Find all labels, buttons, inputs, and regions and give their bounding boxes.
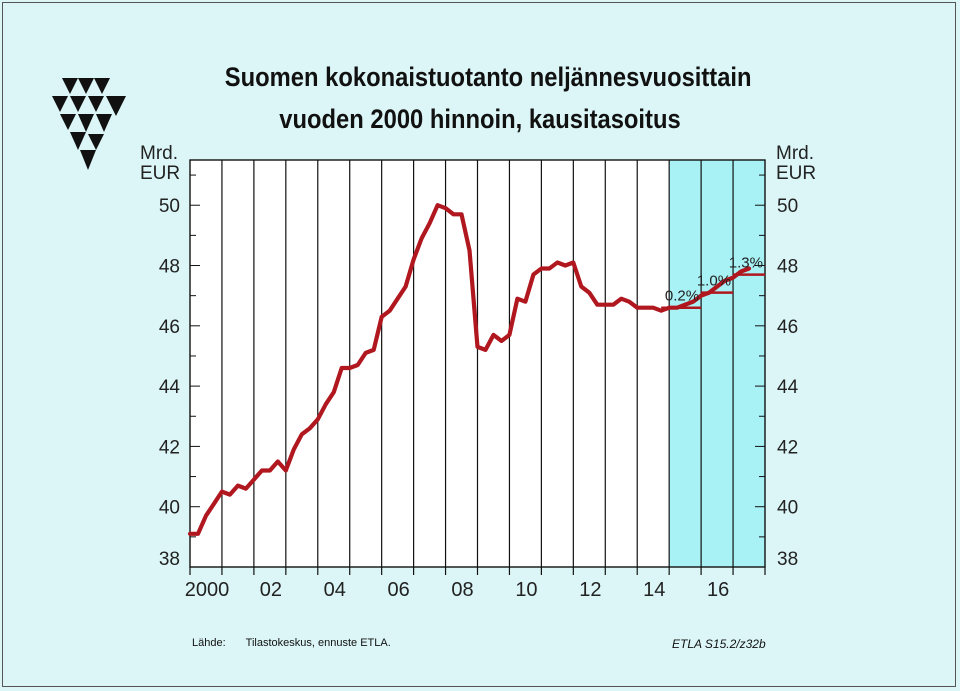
- right-y-tick-label: 40: [777, 498, 798, 519]
- right-y-tick-label: 44: [777, 377, 799, 398]
- left-y-tick-label: 50: [159, 196, 180, 217]
- forecast-region: [669, 160, 765, 567]
- annual-growth-label: 1.3%: [729, 255, 763, 272]
- left-unit-line2: EUR: [140, 163, 181, 184]
- x-tick-label: 14: [643, 579, 665, 601]
- x-tick-label: 04: [324, 579, 346, 601]
- chart-title-line1: Suomen kokonaistuotanto neljännesvuositt…: [224, 62, 752, 92]
- right-unit-line1: Mrd.: [776, 143, 814, 164]
- left-y-tick-label: 44: [159, 377, 181, 398]
- x-tick-label: 12: [579, 579, 601, 601]
- x-tick-label: 02: [260, 579, 282, 601]
- left-unit-label: Mrd. EUR: [140, 144, 180, 184]
- chart-title-line2: vuoden 2000 hinnoin, kausitasoitus: [279, 104, 681, 134]
- left-y-tick-label: 42: [159, 437, 180, 458]
- figure-code: ETLA S15.2/z32b: [672, 637, 766, 651]
- right-y-tick-label: 46: [777, 317, 798, 338]
- right-unit-line2: EUR: [776, 163, 817, 184]
- source-text: Tilastokeskus, ennuste ETLA.: [245, 637, 391, 649]
- right-unit-label: Mrd. EUR: [776, 144, 816, 184]
- left-y-tick-label: 40: [159, 498, 180, 519]
- plot-border: [189, 159, 766, 568]
- gdp-series-line: [187, 203, 752, 536]
- left-y-tick-label: 48: [159, 257, 180, 278]
- x-tick-label: 08: [451, 579, 473, 601]
- etla-logo-icon: [52, 78, 126, 170]
- x-tick-label: 2000: [185, 579, 230, 601]
- source-label: Lähde:: [192, 637, 226, 649]
- source-note: Lähde: Tilastokeskus, ennuste ETLA.: [192, 637, 391, 649]
- x-tick-label: 16: [707, 579, 729, 601]
- annual-growth-label: 0.2%: [665, 288, 699, 305]
- right-y-tick-label: 38: [777, 549, 798, 570]
- x-tick-label: 06: [388, 579, 410, 601]
- right-y-tick-label: 42: [777, 437, 798, 458]
- x-tick-label: 10: [515, 579, 537, 601]
- left-y-tick-label: 38: [159, 549, 180, 570]
- right-y-tick-label: 48: [777, 257, 798, 278]
- left-y-tick-label: 46: [159, 317, 180, 338]
- left-unit-line1: Mrd.: [140, 143, 178, 164]
- annual-growth-label: 1.0%: [697, 273, 731, 290]
- right-y-tick-label: 50: [777, 196, 798, 217]
